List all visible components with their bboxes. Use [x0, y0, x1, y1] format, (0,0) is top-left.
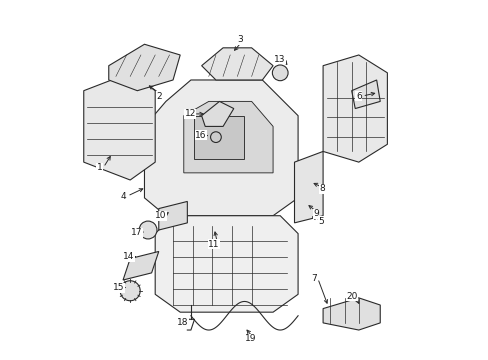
Polygon shape [201, 102, 233, 126]
Polygon shape [144, 80, 298, 216]
Text: 7: 7 [311, 274, 316, 283]
Circle shape [210, 132, 221, 143]
Text: 10: 10 [155, 211, 166, 220]
Text: 18: 18 [177, 318, 188, 327]
Polygon shape [123, 251, 159, 280]
Text: 14: 14 [122, 252, 134, 261]
Text: 19: 19 [244, 334, 256, 343]
Text: 2: 2 [156, 91, 162, 100]
Polygon shape [155, 216, 298, 312]
Text: 1: 1 [97, 163, 102, 172]
Polygon shape [323, 55, 386, 162]
Text: 20: 20 [346, 292, 357, 301]
Text: 6: 6 [355, 91, 361, 100]
Circle shape [139, 221, 157, 239]
Text: 5: 5 [318, 217, 324, 226]
Polygon shape [159, 202, 187, 230]
Text: 13: 13 [273, 55, 285, 64]
Text: 8: 8 [319, 184, 325, 193]
Text: 11: 11 [208, 240, 220, 249]
Polygon shape [201, 48, 272, 80]
Polygon shape [294, 152, 323, 223]
Text: 3: 3 [237, 35, 243, 44]
Text: 17: 17 [131, 228, 142, 237]
Text: 12: 12 [184, 109, 196, 118]
Text: 4: 4 [121, 192, 126, 201]
Circle shape [272, 65, 287, 81]
Polygon shape [108, 44, 180, 91]
Polygon shape [183, 102, 272, 173]
Text: 9: 9 [312, 210, 318, 219]
Circle shape [120, 281, 140, 301]
Polygon shape [351, 80, 380, 109]
Polygon shape [194, 116, 244, 158]
Text: 16: 16 [195, 131, 206, 140]
Polygon shape [323, 298, 380, 330]
Text: 15: 15 [113, 283, 124, 292]
Polygon shape [83, 73, 155, 180]
